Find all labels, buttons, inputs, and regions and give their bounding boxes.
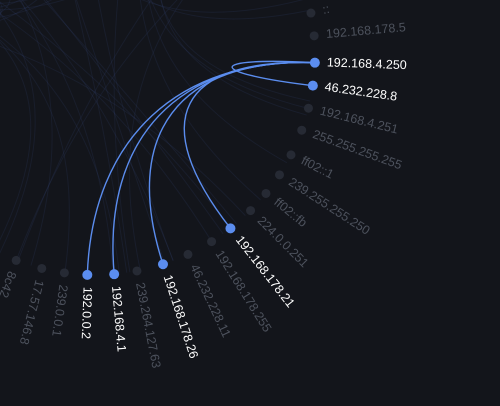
background-edge: [0, 1, 232, 229]
background-edge: [0, 1, 3, 15]
background-edge: [160, 0, 307, 116]
node-dot: [246, 206, 256, 216]
node-dot: [309, 57, 320, 68]
node-dot: [82, 269, 93, 280]
background-edge: [150, 0, 309, 109]
node-dot: [297, 125, 307, 135]
node-dot: [303, 103, 313, 113]
node-label: 192.0.0.2: [79, 287, 95, 340]
background-edge: [75, 0, 166, 264]
node-dot: [59, 268, 69, 278]
node-dot: [132, 266, 142, 276]
node-label: 192.168.4.250: [327, 55, 407, 72]
background-edge: [0, 35, 120, 274]
background-edge: [18, 0, 114, 275]
node-dot: [157, 259, 168, 270]
node-dot: [307, 80, 318, 91]
node-dot: [286, 150, 296, 160]
node-dot: [183, 249, 193, 259]
background-edge: [15, 0, 178, 261]
node-dot: [11, 255, 21, 265]
edge: [86, 61, 315, 275]
node-dot: [225, 223, 236, 234]
node-dot: [207, 237, 217, 247]
background-edges: [0, 0, 311, 275]
background-edge: [20, 0, 53, 266]
background-edge: [0, 0, 11, 13]
background-edge: [128, 0, 183, 271]
background-edge: [0, 12, 36, 254]
background-edge: [113, 0, 131, 273]
node-dot: [109, 269, 120, 280]
node-dot: [37, 263, 47, 273]
background-edge: [74, 0, 128, 273]
node-label: ::: [321, 2, 330, 17]
background-edge: [139, 0, 261, 201]
background-edge: [45, 0, 224, 235]
node-dot: [306, 8, 316, 18]
background-edge: [0, 39, 70, 273]
node-dot: [275, 170, 285, 180]
background-edge: [0, 41, 32, 241]
background-edge: [97, 0, 174, 261]
background-edge: [0, 13, 213, 242]
background-edge: [146, 0, 311, 20]
node-dot: [261, 188, 271, 198]
background-edge: [17, 0, 152, 262]
node-dot: [309, 31, 319, 41]
background-edge: [141, 0, 304, 13]
node-label: 192.168.4.1: [109, 285, 129, 352]
nodes: ::192.168.178.5192.168.4.25046.232.228.8…: [0, 2, 407, 369]
background-edge: [148, 0, 288, 164]
background-edge: [0, 45, 246, 216]
highlighted-edges: [86, 60, 315, 275]
background-edge: [160, 0, 311, 102]
edge: [231, 60, 315, 87]
node-label: 192.168.178.5: [325, 20, 406, 41]
